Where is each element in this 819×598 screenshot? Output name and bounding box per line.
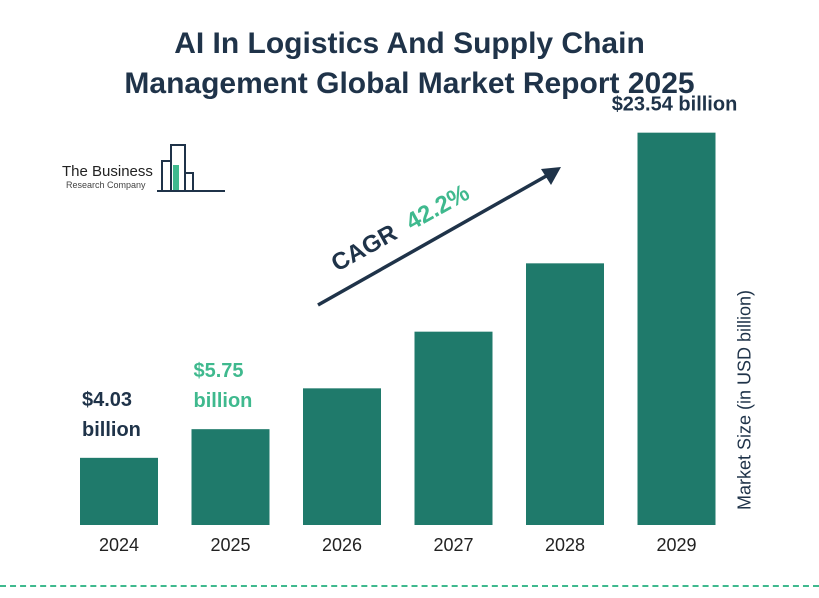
bar-2026: [303, 388, 381, 525]
data-label-2029: $23.54 billion: [612, 94, 738, 116]
building-icon: [157, 144, 225, 192]
company-logo: The Business Research Company: [62, 143, 227, 198]
data-label-2024: $4.03 billion: [82, 389, 141, 441]
x-tick-label-2028: 2028: [545, 535, 585, 555]
arrow-head-icon: [541, 167, 561, 185]
x-tick-label-2029: 2029: [656, 535, 696, 555]
y-axis-label: Market Size (in USD billion): [734, 289, 755, 511]
x-tick-label-2024: 2024: [99, 535, 139, 555]
cagr-annotation: CAGR 42.2%: [317, 167, 561, 307]
bar-2029: [637, 132, 716, 525]
bar-2028: [526, 263, 604, 525]
x-tick-label-2026: 2026: [322, 535, 362, 555]
cagr-label: CAGR: [327, 219, 402, 277]
x-tick-label-2027: 2027: [433, 535, 473, 555]
bar-2025: [191, 429, 270, 525]
footer-divider: [0, 585, 819, 587]
logo-text-line-2: Research Company: [66, 180, 146, 190]
title-line-1: AI In Logistics And Supply Chain: [174, 27, 645, 60]
cagr-value: 42.2%: [401, 179, 474, 236]
x-tick-label-2025: 2025: [210, 535, 250, 555]
data-label-2025: $5.75 billion: [194, 360, 253, 412]
chart-title: AI In Logistics And Supply Chain Managem…: [0, 24, 819, 104]
bar-2027: [414, 331, 493, 525]
bar-2024: [80, 457, 158, 525]
title-line-2: Management Global Market Report 2025: [124, 67, 695, 100]
logo-text-line-1: The Business: [62, 163, 153, 180]
